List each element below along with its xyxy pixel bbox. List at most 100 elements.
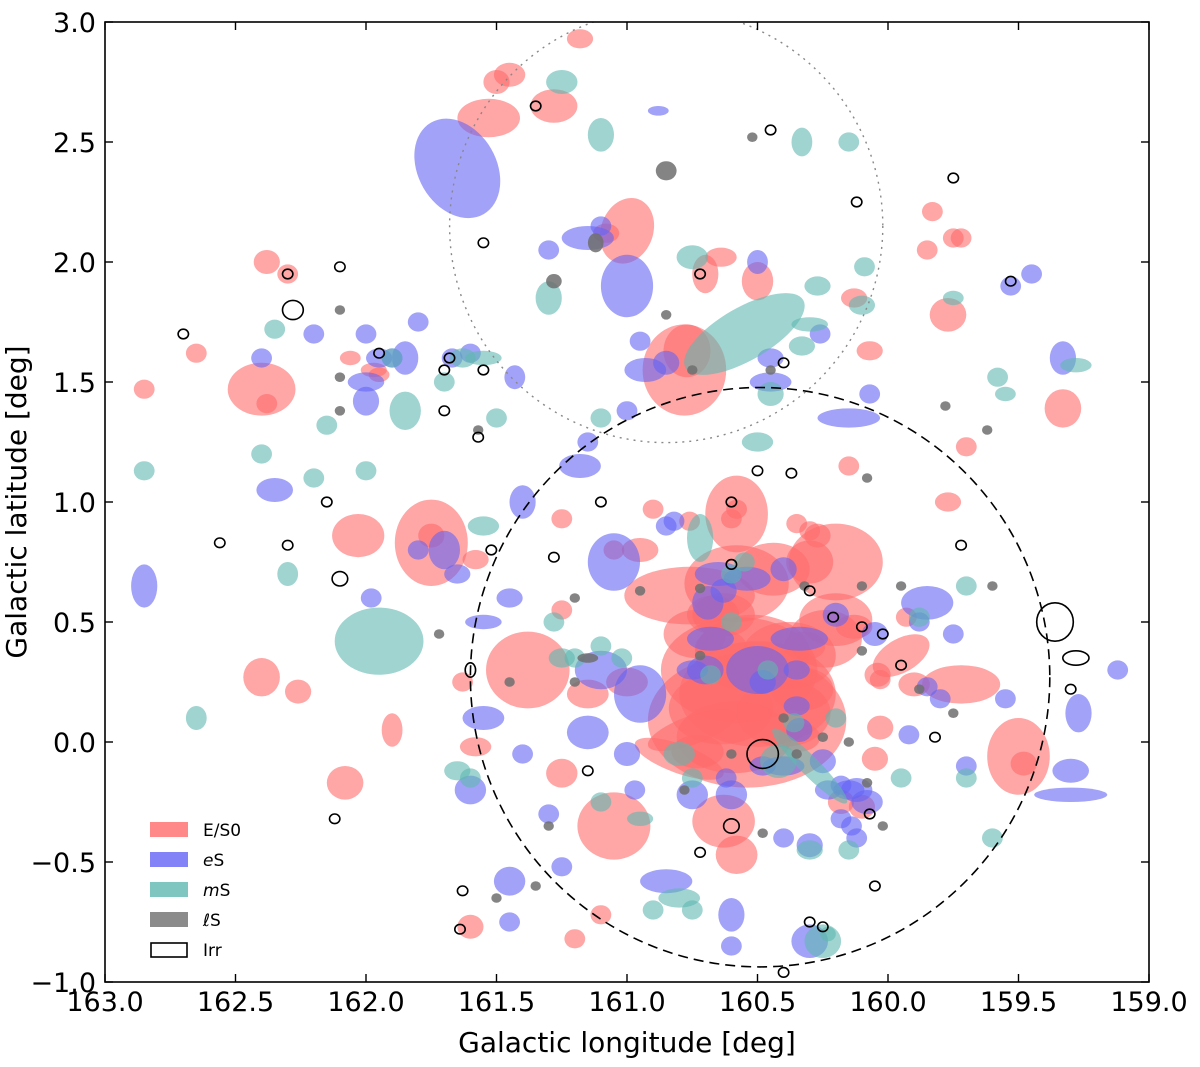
galaxy-ms-32 [721, 612, 742, 632]
axis-ticks [104, 21, 1150, 983]
galaxy-es0-93 [950, 228, 972, 248]
galaxy-ms-39 [590, 792, 612, 812]
galaxy-es0-50 [285, 679, 312, 704]
galaxy-es-98 [1034, 787, 1108, 802]
galaxy-ms-8 [433, 372, 455, 392]
galaxy-es-21 [757, 348, 784, 368]
galaxy-ls-3 [687, 365, 698, 375]
galaxy-es0-29 [493, 62, 526, 87]
galaxy-irr-1 [1062, 649, 1090, 666]
galaxy-irr-25 [331, 570, 349, 587]
galaxy-irr-50 [725, 558, 738, 571]
galaxy-es0-96 [869, 670, 891, 690]
legend-label-ls: ℓS [202, 911, 221, 931]
galaxy-irr-36 [895, 659, 908, 671]
galaxy-ms-66 [804, 276, 831, 296]
galaxy-ms-7 [355, 461, 377, 481]
galaxy-ms-27 [772, 728, 848, 804]
galaxy-irr-39 [863, 808, 876, 820]
legend-entry-irr: Irr [150, 941, 222, 961]
galaxy-es0-65 [692, 794, 755, 848]
galaxy-es0-42 [339, 350, 361, 366]
galaxy-es0-38 [133, 379, 155, 399]
galaxy-ls-28 [433, 629, 445, 639]
legend-swatch-ls [150, 912, 188, 927]
galaxy-ls-6 [661, 310, 672, 320]
galaxy-ms-67 [854, 257, 875, 277]
galaxy-ls-17 [726, 749, 737, 759]
galaxy-ms-48 [444, 761, 471, 781]
legend-entry-es0: E/S0 [150, 821, 241, 841]
legend-label-es-text: S [213, 851, 224, 871]
galaxy-es0-60 [546, 758, 578, 788]
galaxy-ms-59 [942, 290, 964, 306]
galaxy-ls-37 [861, 473, 873, 483]
galaxy-es-54 [428, 530, 460, 570]
galaxy-ls-11 [569, 593, 580, 603]
galaxy-irr-47 [456, 885, 469, 897]
galaxy-es-83 [624, 780, 646, 800]
galaxy-irr-6 [281, 268, 294, 280]
x-tick-label: 159.0 [1110, 987, 1187, 1018]
galaxy-ms-64 [251, 444, 272, 464]
galaxy-es0-69 [564, 929, 586, 949]
galaxy-ms-11 [535, 281, 562, 315]
galaxy-es-81 [715, 768, 737, 788]
region-dotted-circle [448, 22, 884, 444]
galaxy-ms-22 [687, 514, 714, 562]
galaxy-es0-73 [786, 540, 834, 584]
galaxy-es-63 [566, 715, 609, 750]
galaxy-ls-26 [530, 881, 541, 891]
galaxy-es-19 [647, 106, 669, 116]
galaxy-es0-26 [530, 89, 578, 123]
galaxy-irr-49 [328, 813, 341, 825]
galaxy-es-60 [512, 744, 533, 764]
galaxy-es0-53 [486, 631, 570, 709]
galaxy-es-69 [783, 660, 810, 680]
galaxy-ms-57 [987, 367, 1008, 387]
legend-label-ls-text: S [210, 911, 221, 931]
galaxy-ms-14 [791, 317, 828, 332]
galaxy-es0-89 [955, 437, 977, 457]
galaxy-es0-71 [642, 499, 664, 519]
galaxy-irr-30 [785, 467, 798, 479]
galaxy-ms-60 [982, 828, 1003, 848]
galaxy-ls-8 [334, 372, 346, 383]
galaxy-ms-33 [590, 636, 612, 656]
galaxy-ms-6 [316, 415, 338, 435]
legend-label-es-prefix: e [203, 851, 213, 871]
galaxy-es-37 [770, 557, 797, 582]
galaxy-ms-17 [791, 127, 813, 157]
galaxy-irr-22 [320, 496, 333, 508]
galaxy-irr-20 [1004, 275, 1017, 287]
galaxy-es-28 [509, 485, 536, 519]
galaxy-irr-21 [777, 357, 790, 369]
galaxy-ms-24 [741, 432, 774, 452]
galaxy-es-11 [414, 118, 501, 219]
galaxy-es-40 [861, 622, 889, 646]
y-tick-label: 0.0 [53, 728, 96, 759]
galaxy-irr-9 [477, 364, 490, 376]
galaxy-ms-13 [684, 293, 805, 375]
galaxy-ms-50 [783, 713, 805, 733]
galaxy-ms-52 [908, 607, 930, 627]
galaxy-es-44 [929, 689, 951, 709]
galaxy-irr-13 [472, 431, 485, 443]
galaxy-ms-28 [760, 744, 797, 778]
galaxy-ms-35 [663, 742, 695, 766]
galaxy-ms-63 [303, 468, 325, 488]
legend-label-ms-text: S [220, 881, 231, 901]
galaxy-irr-27 [547, 551, 560, 563]
galaxy-ms-61 [277, 562, 299, 586]
galaxy-es0-61 [551, 509, 573, 529]
galaxy-es0-36 [227, 362, 296, 416]
galaxy-ls-4 [765, 365, 776, 375]
x-tick-label: 159.5 [980, 987, 1057, 1018]
galaxy-es-64 [613, 742, 641, 766]
galaxy-es0-24 [599, 197, 655, 264]
galaxy-irr-32 [803, 585, 816, 597]
galaxy-es-90 [718, 898, 745, 932]
galaxy-es-49 [1107, 660, 1129, 680]
y-tick-label: 3.0 [53, 8, 96, 39]
